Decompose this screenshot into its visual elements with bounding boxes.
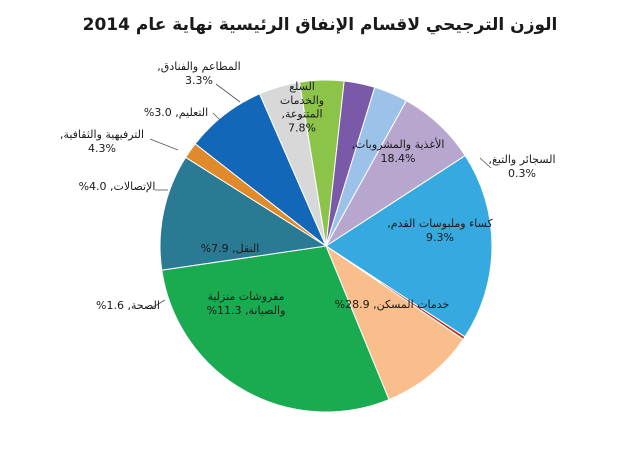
slice-label: النقل, 7.9% (201, 242, 260, 255)
leader-line (149, 138, 179, 151)
slice-label-line: الأغذية والمشروبات, (352, 137, 445, 151)
leader-line (212, 112, 221, 121)
slice-label-line: السجائر والتبغ, (488, 153, 555, 166)
slice-label-line: المطاعم والفنادق, (157, 60, 240, 73)
leader-line (149, 299, 166, 310)
slice-label-line: 3.3% (185, 74, 213, 87)
slice-label: خدمات المسكن, 28.9% (335, 298, 450, 311)
slice-label: المطاعم والفنادق, 3.3% (157, 60, 240, 87)
slice-label-line: 7.8% (288, 121, 316, 134)
chart-title: الوزن الترجيحي لاقسام الإنفاق الرئيسية ن… (83, 15, 558, 35)
slices-group (159, 79, 493, 413)
slice-label-line: 0.3% (508, 167, 536, 180)
slice-label-line: 9.3% (426, 231, 454, 244)
leader-line (479, 157, 492, 169)
slice-label-line: النقل, 7.9% (201, 242, 260, 255)
slice-label-line: السلع (289, 80, 315, 93)
slice-label: الترفيهية والثقافية, 4.3% (60, 128, 144, 155)
pie-slice (161, 245, 390, 413)
pie-slice (324, 244, 464, 401)
leader-line (215, 83, 241, 103)
slice-label-line: كساء وملبوسات القدم, (387, 217, 493, 230)
slice-label-line: المتنوعة, (281, 108, 322, 121)
slice-label-line: والخدمات (280, 94, 324, 107)
pie-slice (159, 156, 328, 271)
slice-label: السجائر والتبغ, 0.3% (488, 153, 555, 180)
slice-label-line: والصيانة, 11.3% (207, 304, 286, 317)
slice-label-line: الإتصالات, 4.0% (79, 180, 156, 193)
slice-label-line: 18.4% (381, 152, 416, 165)
slice-label-line: مفروشات منزلية (207, 290, 284, 303)
slice-label-line: التعليم, 3.0% (144, 106, 208, 119)
slice-label-line: الصحة, 1.6% (96, 299, 160, 312)
slice-label: الإتصالات, 4.0% (79, 180, 156, 193)
slice-label: الصحة, 1.6% (96, 299, 160, 312)
slice-label: التعليم, 3.0% (144, 106, 208, 119)
slice-label: الأغذية والمشروبات, 18.4% (352, 137, 445, 165)
slice-label-line: 4.3% (88, 142, 116, 155)
pie-slice (325, 100, 466, 247)
pie-slice (325, 154, 493, 338)
slice-label: مفروشات منزلية والصيانة, 11.3% (207, 290, 286, 317)
slice-label: السلع والخدمات المتنوعة, 7.8% (280, 80, 324, 134)
slice-label: كساء وملبوسات القدم, 9.3% (387, 217, 493, 244)
leader-lines (149, 83, 492, 310)
slice-labels: الأغذية والمشروبات, 18.4% السجائر والتبغ, 0… (60, 60, 556, 317)
slice-label-line: خدمات المسكن, 28.9% (335, 298, 450, 311)
slice-label-line: الترفيهية والثقافية, (60, 128, 144, 141)
